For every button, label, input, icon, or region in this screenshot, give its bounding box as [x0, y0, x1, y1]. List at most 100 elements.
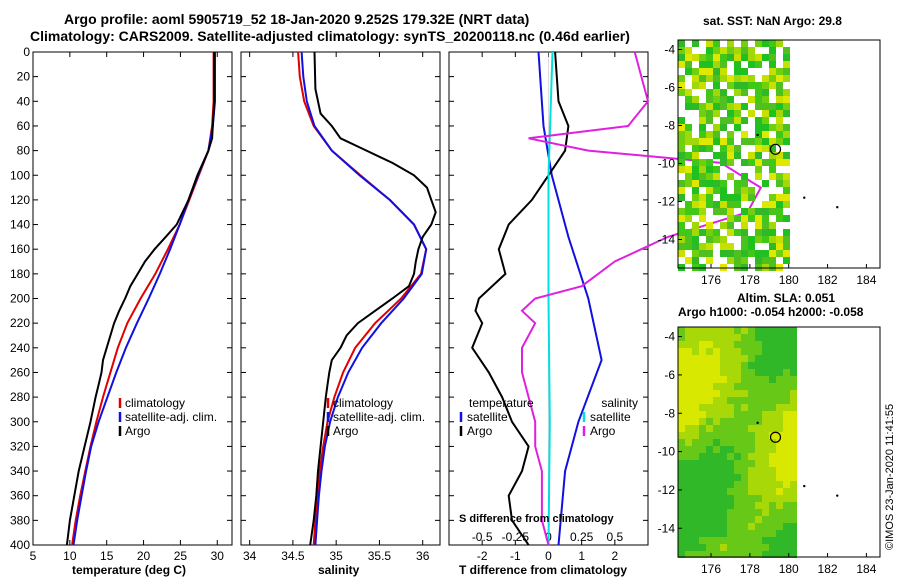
- map-cell: [699, 390, 706, 397]
- map-cell: [783, 551, 790, 558]
- map-cell: [692, 397, 699, 404]
- map-cell: [720, 187, 727, 194]
- map-cell: [783, 362, 790, 369]
- map-cell: [692, 369, 699, 376]
- map-cell: [678, 418, 685, 425]
- difference-xlabel: T difference from climatology: [459, 563, 628, 577]
- map-cell: [692, 159, 699, 166]
- map-ytick-label: -10: [658, 445, 676, 459]
- map-cell: [692, 446, 699, 453]
- map-cell: [741, 390, 748, 397]
- plot-frame-temperature: [32, 51, 233, 546]
- map-cell: [692, 460, 699, 467]
- map-cell: [776, 215, 783, 222]
- map-cell: [699, 145, 706, 152]
- map-cell: [776, 208, 783, 215]
- map-cell: [776, 40, 783, 47]
- map-cell: [699, 488, 706, 495]
- map-cell: [769, 138, 776, 145]
- map-cell: [755, 61, 762, 68]
- map-cell: [741, 362, 748, 369]
- map-cell: [713, 425, 720, 432]
- map-cell: [762, 383, 769, 390]
- map-cell: [741, 502, 748, 509]
- map-cell: [699, 481, 706, 488]
- map-cell: [762, 82, 769, 89]
- map-cell: [678, 145, 685, 152]
- map-cell: [727, 467, 734, 474]
- map-cell: [783, 355, 790, 362]
- xtick-label-salinity: 34: [243, 549, 257, 563]
- map-xtick-label: 182: [818, 562, 838, 576]
- map-cell: [720, 544, 727, 551]
- map-cell: [692, 516, 699, 523]
- map-cell: [755, 446, 762, 453]
- map-cell: [720, 432, 727, 439]
- legend-label-temperature: Argo: [467, 424, 493, 438]
- map-cell: [706, 355, 713, 362]
- map-cell: [762, 397, 769, 404]
- map-cell: [783, 159, 790, 166]
- map-cell: [776, 369, 783, 376]
- map-cell: [727, 159, 734, 166]
- map-cell: [713, 173, 720, 180]
- map-cell: [762, 236, 769, 243]
- map-cell: [727, 404, 734, 411]
- map-cell: [783, 47, 790, 54]
- map-cell: [678, 187, 685, 194]
- map-cell: [783, 215, 790, 222]
- map-cell: [706, 467, 713, 474]
- map-cell: [741, 509, 748, 516]
- map-cell: [699, 75, 706, 82]
- map-cell: [706, 544, 713, 551]
- map-cell: [727, 215, 734, 222]
- map-cell: [769, 166, 776, 173]
- map-cell: [783, 453, 790, 460]
- map-cell: [769, 124, 776, 131]
- map-cell: [783, 96, 790, 103]
- map-cell: [790, 327, 797, 334]
- map-cell: [741, 460, 748, 467]
- map-cell: [699, 418, 706, 425]
- map-cell: [713, 75, 720, 82]
- map-cell: [790, 509, 797, 516]
- map-ytick-label: -4: [664, 43, 675, 57]
- map-cell: [727, 502, 734, 509]
- map-cell: [783, 187, 790, 194]
- map-cell: [727, 40, 734, 47]
- map-cell: [706, 96, 713, 103]
- map-cell: [685, 341, 692, 348]
- map-cell: [776, 544, 783, 551]
- island-dot: [836, 206, 839, 209]
- map-cell: [769, 467, 776, 474]
- map-cell: [769, 145, 776, 152]
- map-cell: [783, 439, 790, 446]
- map-cell: [699, 446, 706, 453]
- map-cell: [713, 89, 720, 96]
- map-cell: [762, 460, 769, 467]
- map-cell: [755, 208, 762, 215]
- map-cell: [678, 425, 685, 432]
- map-cell: [762, 96, 769, 103]
- map-cell: [727, 208, 734, 215]
- map-cell: [734, 523, 741, 530]
- xtick-label-difference: 0: [545, 549, 552, 563]
- map-cell: [776, 523, 783, 530]
- map-cell: [741, 327, 748, 334]
- map-cell: [769, 82, 776, 89]
- map-cell: [734, 467, 741, 474]
- map-cell: [776, 467, 783, 474]
- map-cell: [783, 523, 790, 530]
- map-cell: [727, 103, 734, 110]
- map-cell: [748, 96, 755, 103]
- map-cell: [678, 453, 685, 460]
- map-xtick-label: 178: [740, 273, 760, 287]
- map-cell: [776, 236, 783, 243]
- map-xtick-label: 180: [779, 273, 799, 287]
- map-cell: [776, 75, 783, 82]
- map-cell: [748, 509, 755, 516]
- map-cell: [685, 516, 692, 523]
- map-cell: [762, 481, 769, 488]
- map-cell: [783, 180, 790, 187]
- map-cell: [692, 355, 699, 362]
